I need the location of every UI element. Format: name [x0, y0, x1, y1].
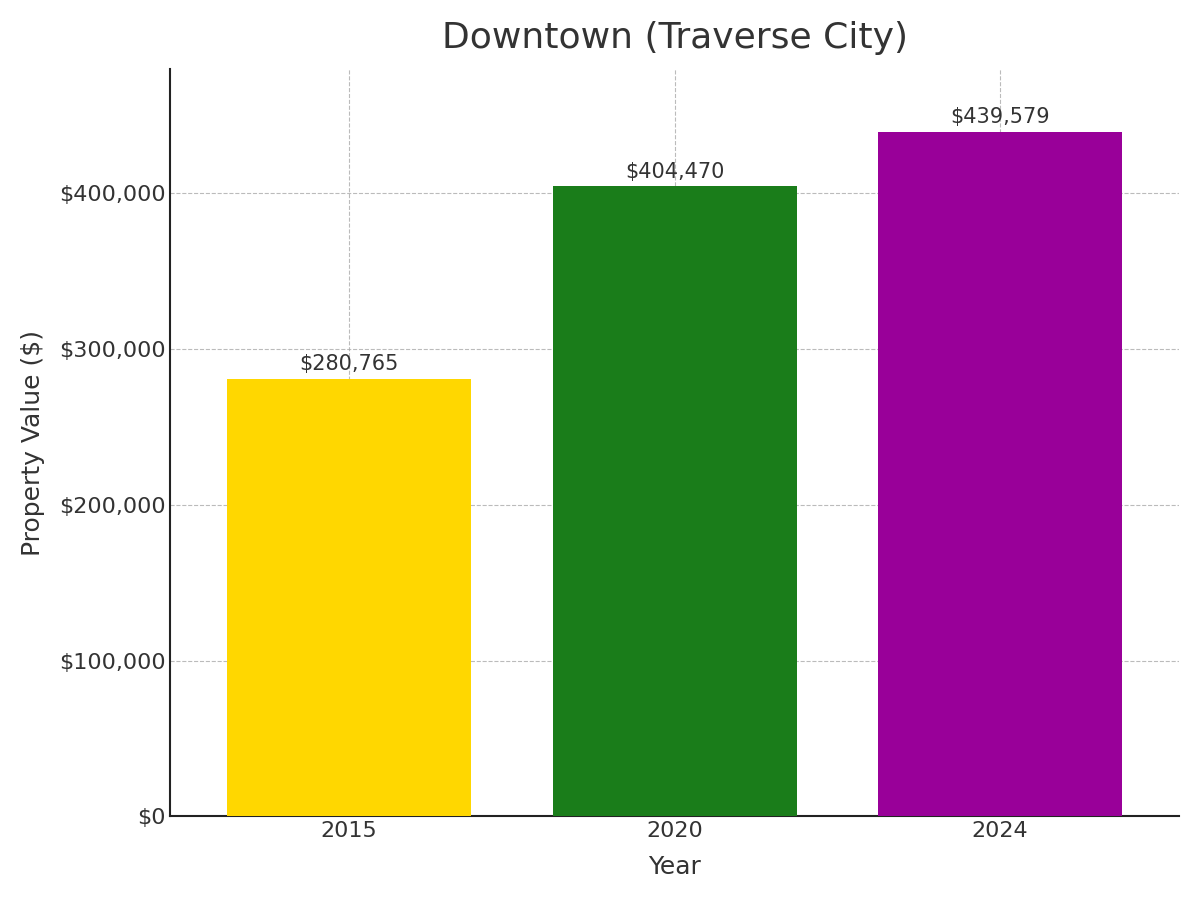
- Text: $439,579: $439,579: [950, 107, 1050, 127]
- Title: Downtown (Traverse City): Downtown (Traverse City): [442, 21, 907, 55]
- Bar: [227, 379, 472, 816]
- Bar: [553, 186, 797, 816]
- Text: $280,765: $280,765: [300, 355, 398, 374]
- Text: $404,470: $404,470: [625, 162, 725, 182]
- X-axis label: Year: Year: [648, 855, 701, 879]
- Y-axis label: Property Value ($): Property Value ($): [20, 329, 44, 555]
- Bar: [878, 131, 1122, 816]
